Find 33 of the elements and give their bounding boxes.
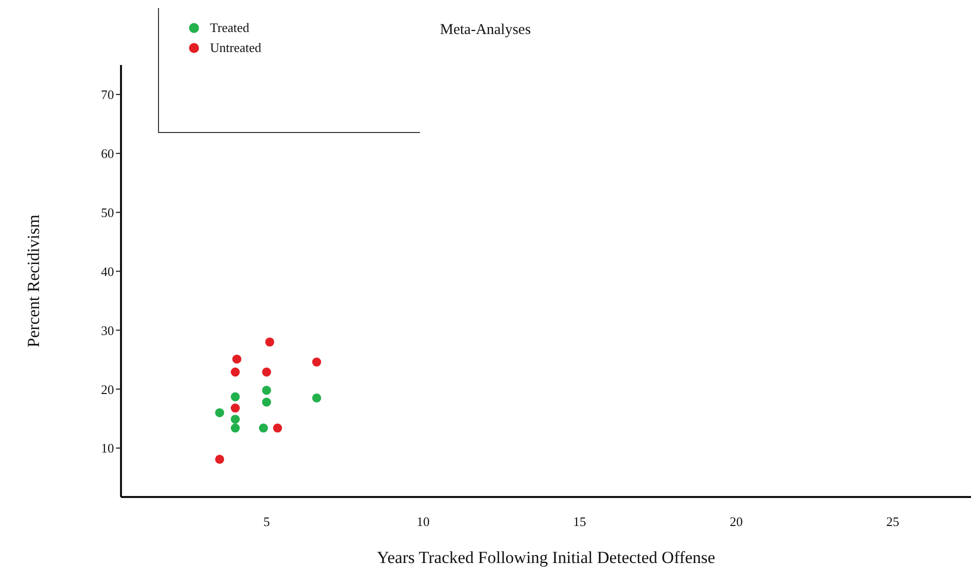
legend-label: Treated <box>210 20 250 36</box>
point <box>258 424 268 433</box>
x-axis-title: Years Tracked Following Initial Detected Offense <box>376 548 716 568</box>
point <box>262 398 272 407</box>
point <box>265 337 274 347</box>
point <box>215 454 224 464</box>
point <box>232 354 242 364</box>
y-tick-label: 40 <box>101 264 114 279</box>
y-tick-label: 50 <box>101 204 114 220</box>
y-tick-label: 20 <box>101 382 114 397</box>
x-tick-label: 15 <box>573 514 586 530</box>
x-tick-label: 20 <box>730 514 743 530</box>
y-tick-label: 70 <box>101 87 114 102</box>
point <box>230 424 240 433</box>
y-tick-label: 10 <box>101 440 114 456</box>
point <box>273 424 282 433</box>
y-tick-label: 60 <box>101 146 114 162</box>
point <box>312 358 322 367</box>
x-tick-label: 25 <box>886 514 900 530</box>
y-axis-title: Percent Recidivism <box>24 214 44 348</box>
legend-label: Untreated <box>210 40 262 56</box>
point <box>230 368 240 377</box>
x-tick-label: 5 <box>263 514 270 530</box>
point <box>230 404 240 413</box>
point <box>230 414 240 424</box>
point <box>215 408 224 418</box>
point <box>230 392 240 402</box>
point <box>312 393 322 402</box>
point <box>262 386 272 395</box>
x-tick-label: 10 <box>416 514 430 530</box>
point <box>262 368 272 377</box>
chart-title: Meta-Analyses <box>440 22 531 39</box>
y-tick-label: 30 <box>101 322 114 338</box>
